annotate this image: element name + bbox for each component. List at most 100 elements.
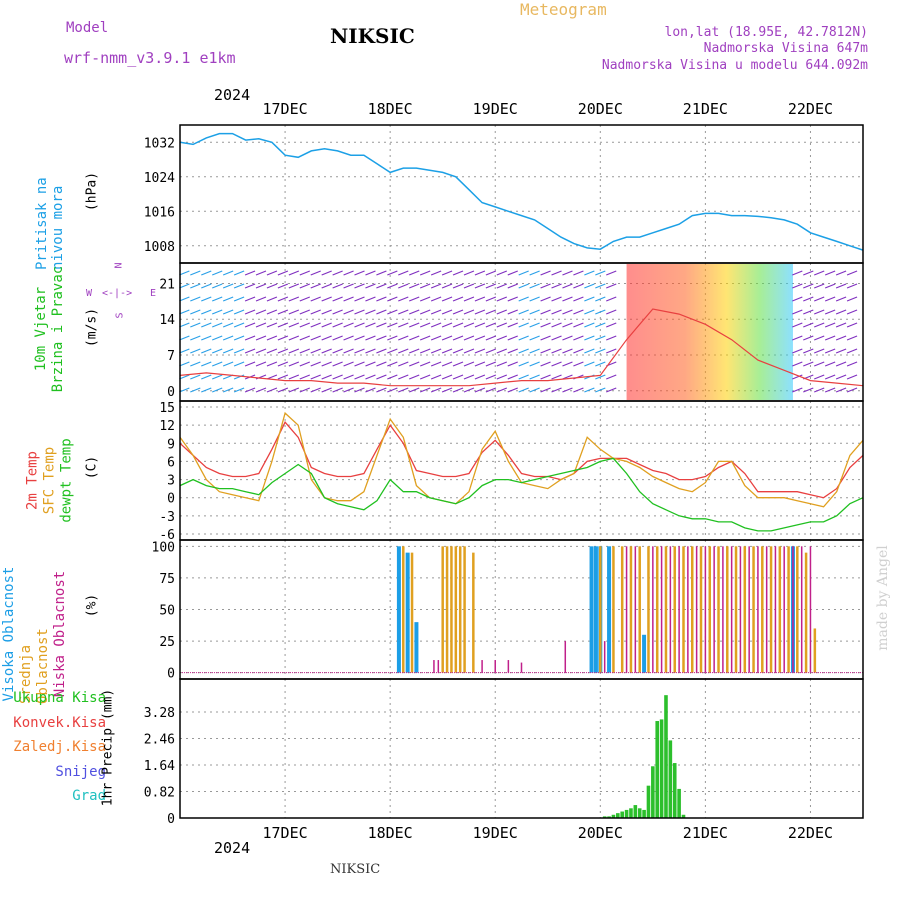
cloud-bar-2	[669, 546, 672, 673]
wind-barb	[299, 309, 311, 315]
wind-barb	[365, 348, 376, 354]
wind-barb	[584, 335, 595, 341]
wind-barb	[463, 387, 475, 393]
wind-barb	[813, 309, 825, 315]
cloud-bar-1	[472, 552, 475, 673]
precip-bar	[620, 811, 624, 818]
wind-barb	[463, 296, 475, 302]
cloud-bar-1	[708, 546, 712, 673]
cloud-bar-1	[450, 546, 453, 673]
ytick-temperature-6: 12	[159, 419, 175, 434]
wind-barb	[376, 335, 387, 341]
wind-barb	[201, 283, 212, 289]
wind-barb	[606, 296, 617, 302]
wind-barb	[474, 309, 486, 315]
wind-barb	[813, 322, 825, 328]
wind-barb	[332, 348, 343, 354]
wind-barb	[529, 361, 540, 367]
wind-barb	[463, 374, 475, 380]
wind-barb	[277, 283, 289, 289]
wind-barb	[606, 387, 617, 393]
day-label-bottom-0: 17DEC	[262, 824, 307, 842]
cloud-bar-2	[652, 546, 654, 673]
wind-barb	[846, 335, 858, 341]
wind-barb	[190, 348, 201, 354]
wind-barb	[573, 387, 584, 393]
wind-barb	[310, 322, 321, 328]
wind-barb	[485, 387, 497, 393]
cloud-bar-2	[757, 546, 759, 673]
wind-barb	[441, 283, 453, 289]
cloud-bar-1	[769, 546, 773, 673]
wind-barb	[277, 348, 289, 354]
wind-barb	[518, 335, 529, 341]
wind-barb	[321, 374, 332, 380]
wind-barb	[595, 283, 606, 289]
wind-barb	[529, 387, 540, 393]
ytick-clouds-3: 75	[159, 572, 175, 587]
wind-barb	[222, 335, 234, 341]
wind-barb	[288, 348, 300, 354]
wind-barb	[354, 322, 365, 328]
cloud-bar-2	[625, 546, 628, 673]
day-label-top-0: 17DEC	[262, 100, 307, 118]
wind-barb	[419, 361, 431, 367]
wind-barb	[507, 296, 518, 302]
cloud-label: Visoka Oblacnost Srednja Oblacnost Niska…	[1, 566, 68, 704]
wind-barb	[409, 387, 420, 393]
wind-barb	[529, 348, 540, 354]
wind-barb	[824, 270, 836, 276]
wind-barb	[430, 309, 442, 315]
cloud-bar-0	[405, 552, 410, 673]
wind-barb	[244, 348, 256, 354]
wind-barb	[463, 283, 475, 289]
wind-barb	[354, 270, 365, 276]
cloud-bar-2	[748, 546, 750, 673]
cloud-unit: (%)	[84, 593, 100, 618]
wind-barb	[452, 322, 464, 328]
wind-barb	[288, 387, 300, 393]
wind-barb	[584, 270, 595, 276]
cloud-bar-2	[800, 546, 803, 673]
wind-barb	[266, 335, 278, 341]
wind-barb	[792, 322, 803, 328]
wind-barb	[365, 309, 376, 315]
wind-barb	[365, 335, 376, 341]
wind-barb	[441, 309, 453, 315]
wind-label: 10m Vjetar Brzina i Pravac	[33, 265, 66, 393]
wind-barb	[179, 322, 190, 328]
wind-barb	[419, 335, 431, 341]
wind-barb	[474, 322, 486, 328]
day-label-top-2: 19DEC	[473, 100, 518, 118]
wind-barb	[419, 374, 431, 380]
wind-barb	[792, 374, 803, 380]
wind-barb	[496, 296, 508, 302]
wind-barb	[474, 361, 486, 367]
wind-barb	[288, 270, 300, 276]
wind-barb	[573, 335, 584, 341]
wind-barb	[343, 374, 354, 380]
wind-barb	[398, 348, 409, 354]
wind-barb	[201, 309, 212, 315]
wind-barb	[474, 348, 486, 354]
wind-barb	[299, 361, 311, 367]
wind-barb	[409, 270, 420, 276]
wind-barb	[485, 361, 497, 367]
wind-barb	[562, 296, 573, 302]
wind-barb	[846, 270, 858, 276]
wind-barb	[288, 296, 300, 302]
wind-barb	[474, 387, 486, 393]
wind-barb	[824, 374, 836, 380]
wind-barb	[562, 270, 573, 276]
wind-barb	[365, 283, 376, 289]
wind-barb	[222, 283, 234, 289]
cloud-bar-0	[589, 546, 594, 673]
cloud-bar-1	[752, 546, 755, 673]
wind-barb	[824, 322, 836, 328]
wind-barb	[540, 270, 551, 276]
wind-barb	[179, 387, 190, 393]
wind-barb	[222, 322, 234, 328]
day-label-bottom-5: 22DEC	[788, 824, 833, 842]
wind-barb	[354, 387, 365, 393]
wind-barb	[222, 361, 234, 367]
